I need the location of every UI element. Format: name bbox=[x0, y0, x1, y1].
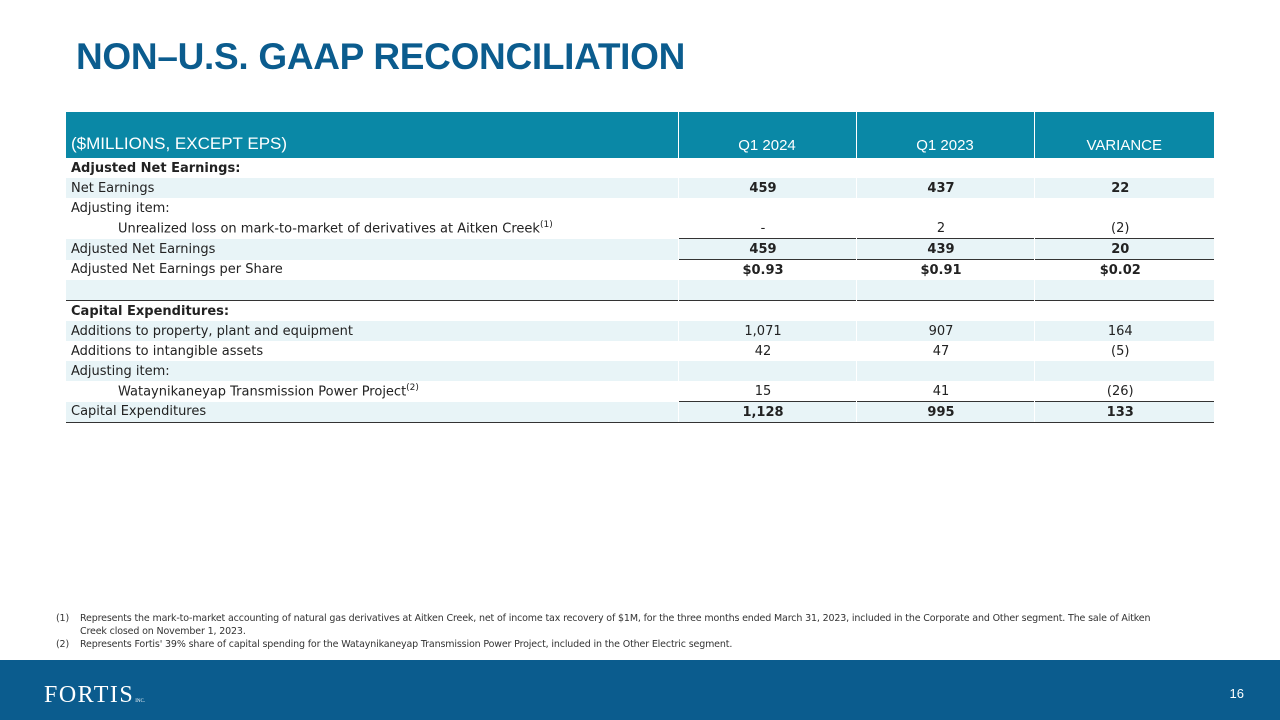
row-label: Adjusting item: bbox=[71, 200, 170, 216]
row-label: Net Earnings bbox=[66, 178, 678, 198]
cell-variance bbox=[1033, 198, 1214, 218]
row-label: Adjusting item: bbox=[66, 361, 678, 381]
table-row: Net Earnings 459 437 22 bbox=[66, 178, 1214, 198]
cell-variance: 164 bbox=[1033, 321, 1214, 341]
table-row: Adjusted Net Earnings per Share $0.93 $0… bbox=[66, 259, 1214, 280]
logo-suffix: INC. bbox=[135, 699, 146, 704]
table-row: Additions to property, plant and equipme… bbox=[66, 321, 1214, 341]
page-number: 16 bbox=[1229, 686, 1244, 701]
table-row: Wataynikaneyap Transmission Power Projec… bbox=[66, 381, 1214, 402]
cell-q1-2024 bbox=[677, 198, 856, 218]
footnote-number: (2) bbox=[56, 639, 70, 650]
cell-q1-2023: 41 bbox=[855, 381, 1034, 402]
row-label: Adjusted Net Earnings: bbox=[71, 160, 241, 176]
cell-q1-2024: $0.93 bbox=[677, 259, 856, 280]
cell-q1-2024: 15 bbox=[677, 381, 856, 402]
table-row: Capital Expenditures: bbox=[66, 300, 1214, 321]
row-label bbox=[66, 280, 678, 301]
footnote-text: Represents the mark-to-market accounting… bbox=[80, 613, 1151, 637]
cell-q1-2023: $0.91 bbox=[855, 259, 1034, 280]
table-row: Unrealized loss on mark-to-market of der… bbox=[66, 218, 1214, 239]
row-label: Capital Expenditures bbox=[66, 401, 678, 423]
table-row: Adjusted Net Earnings 459 439 20 bbox=[66, 238, 1214, 260]
cell-variance: 22 bbox=[1033, 178, 1214, 198]
table-row: Additions to intangible assets 42 47 (5) bbox=[66, 341, 1214, 361]
cell-q1-2024: 1,128 bbox=[677, 401, 856, 423]
footnote-ref: (2) bbox=[406, 383, 419, 394]
header-label: ($MILLIONS, EXCEPT EPS) bbox=[66, 112, 678, 158]
cell-variance: $0.02 bbox=[1033, 259, 1214, 280]
cell-variance: 133 bbox=[1033, 401, 1214, 423]
logo-text: FORTIS bbox=[44, 682, 135, 708]
table-row: Adjusting item: bbox=[66, 361, 1214, 381]
footnote-text: Represents Fortis' 39% share of capital … bbox=[80, 639, 733, 650]
footnote: (1) Represents the mark-to-market accoun… bbox=[56, 612, 1176, 638]
cell-q1-2024: 459 bbox=[677, 178, 856, 198]
cell-q1-2023: 439 bbox=[855, 238, 1034, 260]
footnote-ref: (1) bbox=[539, 220, 553, 231]
table-row: Adjusting item: bbox=[66, 198, 1214, 218]
row-label: Adjusted Net Earnings bbox=[66, 238, 678, 260]
cell-q1-2024 bbox=[677, 280, 856, 301]
cell-q1-2023: 907 bbox=[855, 321, 1034, 341]
cell-q1-2023: 47 bbox=[855, 341, 1034, 361]
cell-q1-2024: - bbox=[677, 218, 856, 239]
row-label: Capital Expenditures: bbox=[66, 300, 678, 321]
cell-variance bbox=[1033, 361, 1214, 381]
header-variance: VARIANCE bbox=[1033, 112, 1214, 158]
footnote: (2) Represents Fortis' 39% share of capi… bbox=[56, 638, 1176, 651]
reconciliation-table: ($MILLIONS, EXCEPT EPS) Q1 2024 Q1 2023 … bbox=[66, 112, 1214, 423]
footnotes: (1) Represents the mark-to-market accoun… bbox=[56, 612, 1176, 651]
cell-q1-2023 bbox=[855, 198, 1034, 218]
table-header-row: ($MILLIONS, EXCEPT EPS) Q1 2024 Q1 2023 … bbox=[66, 112, 1214, 158]
header-q1-2023: Q1 2023 bbox=[855, 112, 1034, 158]
cell-q1-2024: 42 bbox=[677, 341, 856, 361]
cell-variance: (26) bbox=[1033, 381, 1214, 402]
cell-variance: (2) bbox=[1033, 218, 1214, 239]
cell-q1-2024 bbox=[677, 158, 856, 178]
cell-q1-2023 bbox=[855, 280, 1034, 301]
page-title: NON–U.S. GAAP RECONCILIATION bbox=[76, 36, 686, 77]
cell-variance: 20 bbox=[1033, 238, 1214, 260]
cell-variance bbox=[1033, 280, 1214, 301]
cell-variance bbox=[1033, 158, 1214, 178]
row-label: Wataynikaneyap Transmission Power Projec… bbox=[118, 383, 419, 400]
row-label: Adjusted Net Earnings per Share bbox=[71, 262, 283, 278]
cell-q1-2023 bbox=[855, 158, 1034, 178]
cell-q1-2023: 437 bbox=[855, 178, 1034, 198]
header-q1-2024: Q1 2024 bbox=[677, 112, 856, 158]
cell-q1-2024: 1,071 bbox=[677, 321, 856, 341]
cell-q1-2023 bbox=[855, 361, 1034, 381]
row-label: Additions to property, plant and equipme… bbox=[66, 321, 678, 341]
cell-q1-2023: 995 bbox=[855, 401, 1034, 423]
footnote-number: (1) bbox=[56, 613, 70, 624]
table-row: Adjusted Net Earnings: bbox=[66, 158, 1214, 178]
cell-q1-2023 bbox=[855, 300, 1034, 321]
footer-bar: FORTISINC. 16 bbox=[0, 660, 1280, 720]
row-label: Unrealized loss on mark-to-market of der… bbox=[118, 220, 553, 237]
cell-variance: (5) bbox=[1033, 341, 1214, 361]
row-label: Additions to intangible assets bbox=[71, 343, 264, 359]
cell-q1-2024 bbox=[677, 300, 856, 321]
fortis-logo: FORTISINC. bbox=[44, 682, 145, 709]
table-row: Capital Expenditures 1,128 995 133 bbox=[66, 401, 1214, 423]
cell-q1-2024 bbox=[677, 361, 856, 381]
table-row-spacer bbox=[66, 280, 1214, 301]
cell-q1-2023: 2 bbox=[855, 218, 1034, 239]
cell-q1-2024: 459 bbox=[677, 238, 856, 260]
cell-variance bbox=[1033, 300, 1214, 321]
